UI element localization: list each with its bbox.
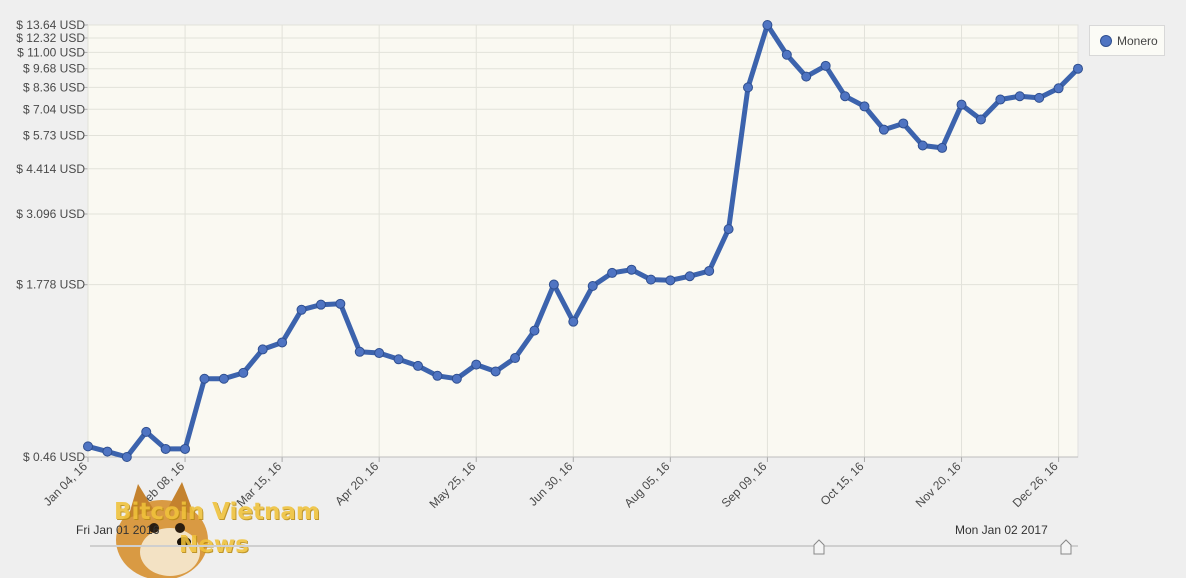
data-point[interactable]	[374, 348, 385, 359]
range-start-label: Fri Jan 01 2016	[76, 523, 160, 537]
legend[interactable]: Monero	[1089, 25, 1165, 56]
plot-background	[87, 24, 1079, 458]
range-track[interactable]	[90, 545, 1078, 547]
y-tick-label: $ 0.46 USD	[23, 450, 85, 464]
y-tick-label: $ 5.73 USD	[23, 129, 85, 143]
data-point[interactable]	[975, 114, 986, 125]
y-tick-label: $ 12.32 USD	[16, 31, 85, 45]
data-point[interactable]	[665, 275, 676, 286]
range-end-label: Mon Jan 02 2017	[955, 523, 1048, 537]
data-point[interactable]	[471, 359, 482, 370]
x-tick-label: Apr 20, 16	[332, 459, 381, 508]
y-tick-label: $ 9.68 USD	[23, 62, 85, 76]
data-point[interactable]	[393, 354, 404, 365]
data-point[interactable]	[917, 140, 928, 151]
data-point[interactable]	[102, 446, 113, 457]
data-point[interactable]	[451, 373, 462, 384]
y-tick-label: $ 11.00 USD	[17, 45, 85, 59]
data-point[interactable]	[277, 337, 288, 348]
data-point[interactable]	[413, 360, 423, 371]
series-monero	[83, 20, 1083, 462]
data-point[interactable]	[820, 60, 831, 71]
data-point[interactable]	[335, 298, 346, 309]
data-point[interactable]	[781, 49, 792, 60]
data-point[interactable]	[859, 101, 870, 112]
x-tick-label: Nov 20, 16	[913, 459, 964, 510]
x-tick-label: Sep 09, 16	[719, 459, 770, 510]
data-point[interactable]	[878, 124, 889, 135]
data-point[interactable]	[83, 441, 93, 452]
data-point[interactable]	[898, 118, 909, 129]
data-point[interactable]	[995, 94, 1006, 105]
x-tick-label: Aug 05, 16	[622, 459, 673, 510]
data-point[interactable]	[1053, 83, 1064, 94]
data-point[interactable]	[568, 316, 579, 327]
series-line-monero	[85, 22, 1081, 460]
data-point[interactable]	[315, 299, 326, 310]
x-tick-label: Oct 15, 16	[818, 459, 867, 508]
data-point[interactable]	[956, 99, 967, 110]
data-point[interactable]	[1034, 92, 1045, 103]
data-point[interactable]	[510, 353, 521, 364]
y-tick-label: $ 1.778 USD	[16, 278, 85, 292]
y-tick-label: $ 13.64 USD	[16, 18, 85, 32]
data-point[interactable]	[684, 271, 695, 282]
data-point[interactable]	[180, 443, 191, 454]
y-tick-label: $ 4.414 USD	[16, 162, 85, 176]
data-point[interactable]	[160, 443, 171, 454]
data-point[interactable]	[354, 346, 365, 357]
data-point[interactable]	[762, 20, 773, 30]
y-tick-label: $ 8.36 USD	[23, 80, 85, 94]
x-tick-label: Dec 26, 16	[1010, 459, 1061, 510]
data-point[interactable]	[607, 267, 618, 278]
data-point[interactable]	[1014, 91, 1025, 102]
data-point[interactable]	[432, 370, 443, 381]
y-tick-label: $ 7.04 USD	[23, 102, 85, 116]
data-point[interactable]	[296, 304, 307, 315]
data-point[interactable]	[626, 264, 637, 275]
grid	[84, 24, 1078, 462]
legend-marker-icon	[1100, 34, 1112, 47]
data-point[interactable]	[937, 142, 948, 153]
watermark-title: Bitcoin Vietnam	[114, 499, 320, 525]
data-point[interactable]	[238, 367, 249, 378]
range-handle-left[interactable]	[813, 539, 825, 555]
doge-logo-icon	[116, 482, 208, 578]
y-tick-label: $ 3.096 USD	[16, 207, 85, 221]
data-point[interactable]	[587, 280, 598, 291]
data-point[interactable]	[490, 366, 501, 377]
data-point[interactable]	[199, 373, 210, 384]
data-point[interactable]	[121, 452, 132, 462]
data-point[interactable]	[1073, 63, 1083, 74]
data-point[interactable]	[548, 279, 559, 290]
data-point[interactable]	[141, 426, 152, 437]
data-point[interactable]	[529, 325, 540, 336]
legend-label-monero: Monero	[1117, 33, 1158, 48]
data-point[interactable]	[257, 344, 268, 355]
data-point[interactable]	[801, 71, 812, 82]
x-tick-label: Jun 30, 16	[526, 459, 576, 509]
x-tick-label: May 25, 16	[426, 459, 478, 511]
data-point[interactable]	[218, 373, 229, 384]
range-handle-right[interactable]	[1060, 539, 1072, 555]
data-point[interactable]	[645, 274, 656, 285]
data-point[interactable]	[704, 265, 715, 276]
data-point[interactable]	[723, 224, 734, 235]
data-point[interactable]	[743, 82, 753, 93]
data-point[interactable]	[840, 91, 851, 102]
y-axis: $ 13.64 USD$ 12.32 USD$ 11.00 USD $ 9.68 …	[16, 18, 85, 464]
